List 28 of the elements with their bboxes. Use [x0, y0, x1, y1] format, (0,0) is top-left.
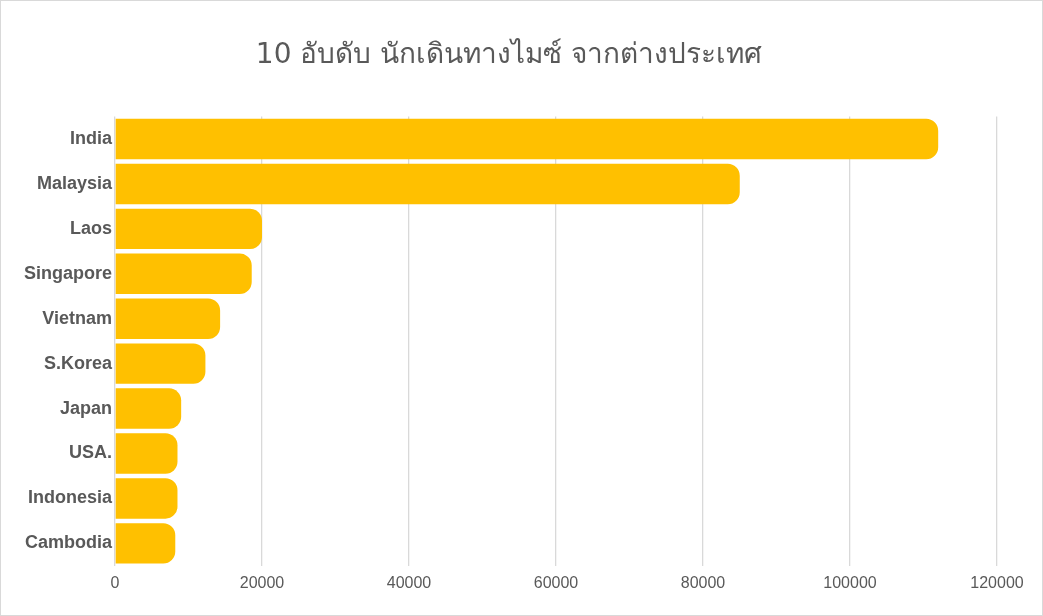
x-tick-label: 20000 — [239, 573, 285, 591]
y-tick-label: Vietnam — [42, 307, 113, 328]
y-tick-label: S.Korea — [43, 352, 113, 373]
bar — [115, 433, 178, 474]
bar — [115, 343, 206, 384]
x-tick-label: 0 — [110, 573, 120, 591]
bar — [115, 118, 939, 160]
x-tick-label: 100000 — [823, 573, 877, 591]
x-tick-label: 120000 — [970, 573, 1024, 591]
y-tick-label: India — [70, 128, 113, 149]
y-tick-label: Laos — [70, 217, 113, 238]
chart-title: 10 อับดับ นักเดินทางไมซ์ จากต่างประเทศ — [255, 37, 763, 71]
y-tick-label: Indonesia — [28, 487, 113, 508]
bar — [115, 253, 252, 295]
y-tick-label: USA. — [69, 442, 113, 463]
bar — [115, 163, 740, 205]
bar — [115, 298, 221, 339]
x-tick-label: 40000 — [386, 573, 432, 591]
bar — [115, 523, 176, 564]
x-tick-label: 80000 — [680, 573, 726, 591]
x-tick-label: 60000 — [533, 573, 579, 591]
bar — [115, 388, 182, 429]
y-tick-label: Japan — [59, 397, 113, 418]
bar — [115, 208, 263, 250]
y-tick-label: Malaysia — [36, 172, 113, 193]
y-tick-label: Singapore — [24, 262, 113, 283]
bar — [115, 478, 178, 519]
y-tick-label: Cambodia — [25, 532, 113, 553]
